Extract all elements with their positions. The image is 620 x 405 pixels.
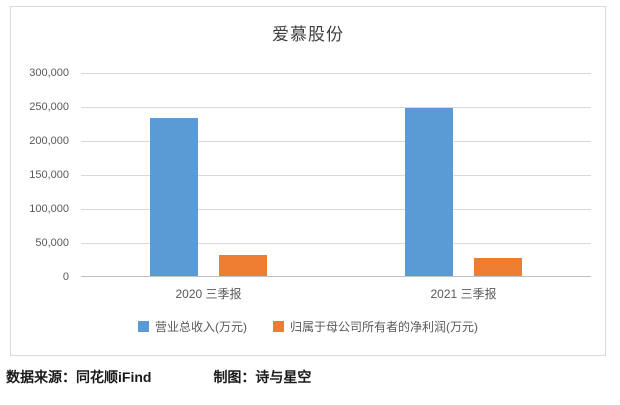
gridline [81, 209, 591, 210]
gridline [81, 73, 591, 74]
bar-revenue [150, 118, 198, 276]
gridline [81, 243, 591, 244]
legend-item: 营业总收入(万元) [138, 318, 247, 335]
y-axis-tick-label: 0 [62, 271, 69, 283]
gridline [81, 175, 591, 176]
bar-revenue [405, 108, 453, 276]
x-axis-category-label: 2020 三季报 [175, 287, 242, 301]
y-axis-tick-label: 100,000 [29, 203, 69, 215]
legend-label: 归属于母公司所有者的净利润(万元) [290, 320, 478, 334]
gridline [81, 141, 591, 142]
plot-area [81, 73, 591, 277]
footer: 数据来源：同花顺iFind 制图：诗与星空 [6, 367, 311, 387]
legend: 营业总收入(万元) 归属于母公司所有者的净利润(万元) [11, 318, 605, 335]
y-axis-tick-label: 50,000 [35, 237, 69, 249]
y-axis: 0 50,000 100,000 150,000 200,000 250,000 300,0… [11, 67, 77, 283]
bar-groups [81, 73, 591, 276]
y-axis-tick-label: 300,000 [29, 67, 69, 79]
bar-net-profit [219, 255, 267, 276]
gridline [81, 107, 591, 108]
chart-container: 爱慕股份 0 50,000 100,000 150,000 200,000 250,000… [10, 6, 606, 356]
data-source-label: 数据来源：同花顺iFind [6, 369, 152, 385]
legend-label: 营业总收入(万元) [155, 320, 247, 334]
y-axis-tick-label: 250,000 [29, 101, 69, 113]
legend-swatch-icon [138, 321, 149, 332]
x-axis-category-label: 2021 三季报 [430, 287, 497, 301]
plot-wrap: 0 50,000 100,000 150,000 200,000 250,000 300,0… [11, 67, 605, 283]
legend-item: 归属于母公司所有者的净利润(万元) [273, 318, 478, 335]
bar-group [336, 73, 591, 276]
chart-title: 爱慕股份 [272, 25, 344, 44]
chart-author-label: 制图：诗与星空 [213, 369, 312, 385]
y-axis-tick-label: 200,000 [29, 135, 69, 147]
bar-net-profit [474, 258, 522, 276]
y-axis-tick-label: 150,000 [29, 169, 69, 181]
bar-group [81, 73, 336, 276]
legend-swatch-icon [273, 321, 284, 332]
x-axis-labels: 2020 三季报 2021 三季报 [81, 285, 591, 302]
